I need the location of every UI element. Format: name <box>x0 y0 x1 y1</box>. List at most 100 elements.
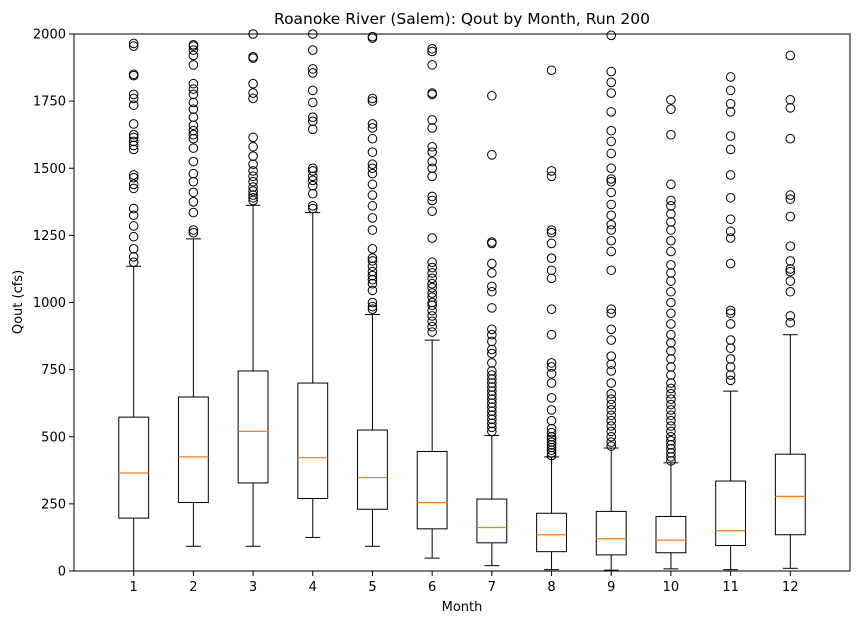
outlier-point <box>367 261 378 272</box>
chart-title: Roanoke River (Salem): Qout by Month, Ru… <box>274 10 650 28</box>
outlier-point <box>546 393 557 403</box>
y-axis-label: Qout (cfs) <box>11 270 26 334</box>
outlier-point <box>666 297 676 308</box>
outlier-point <box>785 256 796 266</box>
outlier-point <box>367 147 378 157</box>
y-tick-label: 750 <box>41 363 66 378</box>
outlier-point <box>666 94 676 105</box>
outlier-point <box>487 286 497 297</box>
outlier-point <box>188 168 199 179</box>
outlier-point <box>487 344 497 355</box>
outlier-point <box>546 362 557 372</box>
outlier-point <box>427 195 437 206</box>
y-tick-label: 2000 <box>33 28 66 43</box>
outlier-point <box>427 297 437 308</box>
outlier-point <box>606 163 617 174</box>
outlier-point <box>427 311 437 321</box>
outlier-point <box>546 450 557 461</box>
outlier-point <box>546 442 557 453</box>
outlier-point <box>546 227 557 238</box>
outlier-point <box>546 378 557 388</box>
x-tick-label: 8 <box>547 580 555 595</box>
outlier-point <box>427 327 437 337</box>
outlier-point <box>606 421 617 431</box>
outlier-point <box>606 210 617 221</box>
x-tick-label: 9 <box>607 580 615 595</box>
outlier-point <box>785 276 796 286</box>
outlier-point <box>546 253 557 263</box>
outlier-point <box>785 311 796 321</box>
outlier-point <box>128 183 139 194</box>
outlier-point <box>188 125 199 136</box>
outlier-point <box>606 66 617 77</box>
outlier-point <box>427 206 437 217</box>
outlier-point <box>606 187 617 198</box>
outlier-point <box>487 406 497 417</box>
outlier-point <box>427 300 437 310</box>
outlier-point <box>307 175 318 186</box>
outlier-point <box>307 64 318 74</box>
outlier-point <box>487 237 497 247</box>
outlier-point <box>367 190 378 200</box>
outlier-point <box>785 211 796 222</box>
outlier-point <box>427 282 437 293</box>
outlier-point <box>487 414 497 425</box>
outlier-point <box>666 399 676 410</box>
outlier-point <box>725 144 736 155</box>
outlier-point <box>307 85 318 96</box>
outlier-point <box>487 394 497 404</box>
x-tick-label: 2 <box>189 580 197 595</box>
x-tick-label: 4 <box>309 580 317 595</box>
outlier-point <box>725 131 736 141</box>
outlier-point <box>546 437 557 447</box>
outlier-point <box>427 88 437 98</box>
box-iqr <box>655 515 687 554</box>
outlier-point <box>606 265 617 276</box>
outlier-point <box>785 103 796 113</box>
outlier-point <box>725 107 736 117</box>
outlier-point <box>785 194 796 204</box>
outlier-point <box>487 382 497 392</box>
outlier-point <box>307 171 318 182</box>
outlier-point <box>307 124 318 135</box>
outlier-point <box>666 435 676 446</box>
outlier-point <box>785 266 796 277</box>
outlier-point <box>785 286 796 297</box>
outlier-point <box>188 207 199 218</box>
outlier-point <box>248 141 258 152</box>
outlier-point <box>188 89 199 100</box>
outlier-point <box>487 402 497 413</box>
outlier-point <box>487 303 497 313</box>
outlier-point <box>248 151 258 161</box>
outlier-point <box>606 366 617 376</box>
outlier-point <box>188 197 199 207</box>
outlier-point <box>606 136 617 147</box>
outlier-point <box>606 304 617 315</box>
outlier-point <box>666 456 676 466</box>
outlier-point <box>307 112 318 123</box>
outlier-point <box>666 235 676 246</box>
outlier-point <box>546 225 557 235</box>
outlier-point <box>666 260 676 270</box>
outlier-point <box>725 375 736 386</box>
y-tick-label: 500 <box>41 430 66 445</box>
outlier-point <box>367 285 378 296</box>
outlier-point <box>666 378 676 388</box>
y-tick-label: 1750 <box>33 95 66 110</box>
outlier-point <box>427 123 437 133</box>
outlier-point <box>606 426 617 437</box>
outlier-point <box>606 219 617 230</box>
outlier-point <box>546 238 557 249</box>
outlier-point <box>725 354 736 364</box>
outlier-point <box>188 45 199 55</box>
outlier-point <box>367 93 378 104</box>
outlier-point <box>128 170 139 180</box>
outlier-point <box>666 431 676 442</box>
outlier-point <box>487 418 497 429</box>
outlier-point <box>487 370 497 380</box>
outlier-point <box>307 201 318 211</box>
outlier-point <box>128 244 139 254</box>
outlier-point <box>487 390 497 400</box>
outlier-point <box>546 448 557 458</box>
